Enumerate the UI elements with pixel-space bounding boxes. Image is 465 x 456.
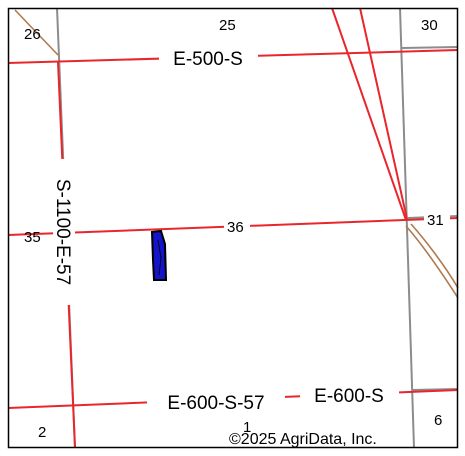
label-halo [53, 159, 75, 305]
label-halo [159, 47, 258, 69]
label-halo [224, 218, 250, 236]
parcel-inner-line [157, 239, 162, 276]
railroad-top-left [14, 9, 59, 56]
road-label-s-1100-e-57-text: S-1100-E-57 [52, 179, 73, 285]
section-label-25: 25 [219, 17, 236, 34]
parcel[interactable] [150, 229, 168, 281]
copyright-text: ©2025 AgriData, Inc. [229, 431, 377, 448]
section-line-top-right [401, 46, 459, 49]
road-label-e-500-s: E-500-S [159, 47, 258, 70]
label-halo [300, 384, 399, 406]
map-frame [7, 7, 459, 449]
road-diagonal-a[interactable] [359, 7, 408, 220]
section-label-6: 6 [434, 412, 442, 429]
section-label-31: 31 [427, 212, 444, 229]
section-label-1: 1 [243, 419, 251, 436]
road-label-s-1100-e-57: S-1100-E-57 [52, 159, 75, 305]
label-halo [424, 211, 450, 229]
section-labels: 26 25 30 35 36 31 2 1 6 [24, 17, 450, 441]
section-label-26: 26 [24, 26, 41, 43]
road-label-e-600-s-text: E-600-S [314, 386, 384, 407]
section-label-36: 36 [227, 219, 244, 236]
road-diagonal-b[interactable] [331, 7, 407, 221]
section-line-bottom-right [411, 388, 459, 391]
label-halo [147, 391, 285, 413]
section-label-2: 2 [38, 424, 46, 441]
railroad-track-b [410, 223, 459, 289]
section-label-35: 35 [24, 229, 41, 246]
railroad [14, 9, 459, 299]
road-label-e-600-s-57-text: E-600-S-57 [167, 393, 264, 414]
section-label-30: 30 [421, 17, 438, 34]
railroad-track-a [405, 225, 459, 299]
road-label-e-600-s: E-600-S [300, 384, 399, 407]
road-label-e-600-s-57: E-600-S-57 [147, 391, 285, 414]
road-label-e-500-s-text: E-500-S [173, 49, 243, 70]
